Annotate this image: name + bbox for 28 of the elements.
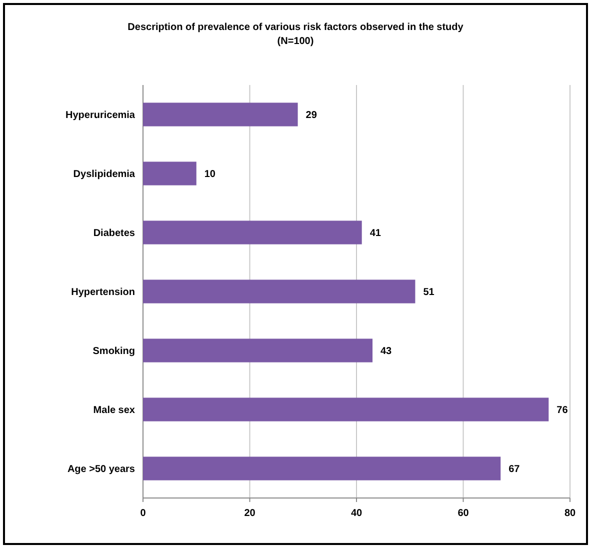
x-tick-label: 40 [350, 508, 362, 519]
x-tick-label: 80 [564, 508, 576, 519]
chart-title: Description of prevalence of various risk factors observed in the study [128, 22, 464, 33]
bar [143, 456, 501, 480]
bar [143, 162, 196, 186]
chart-subtitle: (N=100) [277, 36, 314, 47]
data-label: 10 [204, 169, 216, 180]
data-label: 51 [423, 287, 435, 298]
y-tick-label: Male sex [93, 405, 136, 416]
y-tick-label: Diabetes [93, 228, 136, 239]
y-tick-label: Age >50 years [67, 464, 136, 475]
data-label: 43 [380, 346, 392, 357]
data-label: 76 [556, 405, 568, 416]
y-tick-label: Hypertension [71, 287, 135, 298]
y-tick-label: Smoking [92, 346, 135, 357]
bar [143, 280, 416, 304]
data-label: 41 [370, 228, 382, 239]
bar [143, 338, 373, 362]
x-tick-label: 20 [244, 508, 256, 519]
x-tick-label: 0 [140, 508, 146, 519]
y-tick-label: Dyslipidemia [73, 169, 136, 180]
bar [143, 398, 549, 422]
y-tick-label: Hyperuricemia [66, 110, 136, 121]
data-label: 29 [306, 110, 318, 121]
bar [143, 102, 298, 126]
x-tick-label: 60 [458, 508, 470, 519]
data-label: 67 [508, 464, 520, 475]
bar [143, 220, 362, 244]
